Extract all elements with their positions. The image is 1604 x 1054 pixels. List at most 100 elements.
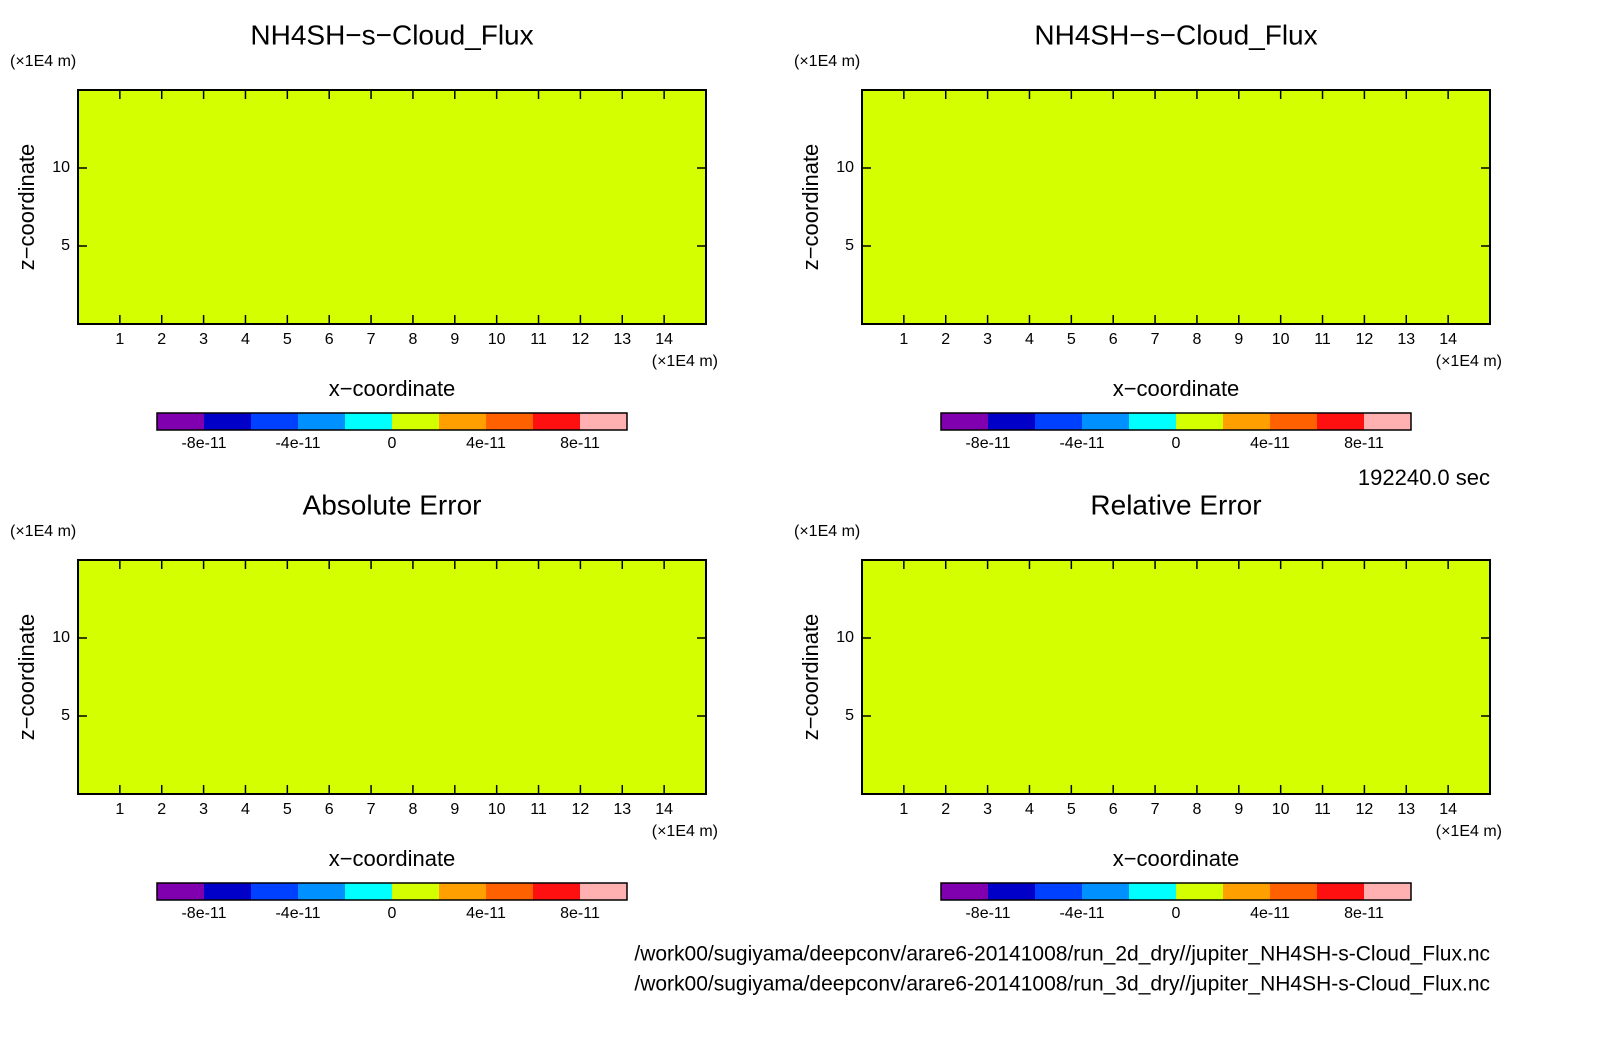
colorbar-tick-label: 4e-11 — [466, 905, 506, 922]
colorbar-cell — [1364, 413, 1411, 430]
x-tick-label: 1 — [899, 801, 908, 818]
colorbar-tick-label: 0 — [388, 905, 397, 922]
field — [862, 560, 1490, 794]
x-tick-label: 7 — [1151, 331, 1160, 348]
colorbar-tick-label: 0 — [388, 435, 397, 452]
x-tick-label: 6 — [1109, 331, 1118, 348]
colorbar-cell — [1035, 883, 1082, 900]
colorbar-tick-label: 0 — [1172, 905, 1181, 922]
x-tick-label: 4 — [241, 801, 250, 818]
colorbar-tick-label: -4e-11 — [275, 435, 320, 452]
y-tick-label: 5 — [845, 707, 854, 724]
y-tick-label: 10 — [52, 629, 70, 646]
x-tick-label: 2 — [157, 331, 166, 348]
colorbar-cell — [580, 883, 627, 900]
colorbar-cell — [1129, 413, 1176, 430]
x-tick-label: 13 — [613, 801, 631, 818]
y-label: z−coordinate — [798, 144, 823, 271]
field — [78, 560, 706, 794]
x-tick-label: 1 — [899, 331, 908, 348]
colorbar-cell — [392, 883, 439, 900]
x-tick-label: 12 — [1356, 801, 1374, 818]
colorbar-tick-label: 0 — [1172, 435, 1181, 452]
y-tick-label: 10 — [836, 159, 854, 176]
x-tick-label: 6 — [325, 801, 334, 818]
x-tick-label: 3 — [199, 801, 208, 818]
colorbar-cell — [1270, 883, 1317, 900]
colorbar-cell — [1176, 413, 1223, 430]
file-path: /work00/sugiyama/deepconv/arare6-2014100… — [634, 943, 1490, 966]
x-tick-label: 14 — [1439, 801, 1457, 818]
colorbar-frame — [940, 412, 1412, 431]
colorbar-cell — [1223, 883, 1270, 900]
colorbar-tick-label: 4e-11 — [466, 435, 506, 452]
x-tick-label: 11 — [1314, 801, 1331, 818]
colorbar-tick-label: 8e-11 — [1344, 435, 1384, 452]
x-tick-label: 11 — [530, 331, 547, 348]
chart-title: Relative Error — [1090, 489, 1261, 520]
x-tick-label: 9 — [1234, 331, 1243, 348]
colorbar-cell — [157, 883, 204, 900]
file-path: /work00/sugiyama/deepconv/arare6-2014100… — [634, 973, 1490, 996]
colorbar-tick-label: 8e-11 — [1344, 905, 1384, 922]
y-label: z−coordinate — [14, 614, 39, 741]
x-tick-label: 10 — [1272, 331, 1290, 348]
x-tick-label: 1 — [115, 801, 124, 818]
x-tick-label: 10 — [1272, 801, 1290, 818]
y-unit: (×1E4 m) — [794, 53, 860, 70]
x-tick-label: 6 — [325, 331, 334, 348]
colorbar-cell — [204, 413, 251, 430]
x-tick-label: 8 — [1192, 801, 1201, 818]
x-tick-label: 2 — [941, 801, 950, 818]
colorbar-cell — [1129, 883, 1176, 900]
x-unit: (×1E4 m) — [1436, 823, 1502, 840]
colorbar-tick-label: 4e-11 — [1250, 905, 1290, 922]
x-tick-label: 3 — [983, 331, 992, 348]
x-tick-label: 5 — [283, 331, 292, 348]
x-tick-label: 10 — [488, 331, 506, 348]
x-tick-label: 14 — [655, 331, 673, 348]
colorbar-cell — [439, 413, 486, 430]
colorbar-tick-label: -8e-11 — [181, 435, 226, 452]
x-tick-label: 8 — [1192, 331, 1201, 348]
colorbar-frame — [940, 882, 1412, 901]
colorbar-tick-label: -8e-11 — [965, 905, 1010, 922]
x-tick-label: 3 — [199, 331, 208, 348]
x-tick-label: 9 — [1234, 801, 1243, 818]
colorbar-cell — [988, 413, 1035, 430]
x-tick-label: 5 — [283, 801, 292, 818]
x-tick-label: 5 — [1067, 801, 1076, 818]
x-tick-label: 14 — [1439, 331, 1457, 348]
colorbar-cell — [204, 883, 251, 900]
x-unit: (×1E4 m) — [652, 823, 718, 840]
x-tick-label: 9 — [450, 331, 459, 348]
x-tick-label: 8 — [408, 801, 417, 818]
colorbar-cell — [1317, 413, 1364, 430]
time-label: 192240.0 sec — [1358, 465, 1490, 490]
colorbar-cell — [988, 883, 1035, 900]
x-tick-label: 13 — [1397, 801, 1415, 818]
x-tick-label: 7 — [1151, 801, 1160, 818]
y-tick-label: 5 — [61, 237, 70, 254]
colorbar-tick-label: -8e-11 — [181, 905, 226, 922]
x-tick-label: 6 — [1109, 801, 1118, 818]
colorbar-cell — [1035, 413, 1082, 430]
x-label: x−coordinate — [1113, 846, 1240, 871]
colorbar-cell — [1176, 883, 1223, 900]
colorbar-tick-label: 8e-11 — [560, 905, 600, 922]
y-unit: (×1E4 m) — [794, 523, 860, 540]
x-tick-label: 13 — [1397, 331, 1415, 348]
colorbar-frame — [156, 882, 628, 901]
x-tick-label: 4 — [1025, 331, 1034, 348]
colorbar-cell — [298, 883, 345, 900]
colorbar-tick-label: -4e-11 — [275, 905, 320, 922]
colorbar-cell — [1223, 413, 1270, 430]
x-tick-label: 13 — [613, 331, 631, 348]
y-tick-label: 5 — [845, 237, 854, 254]
y-unit: (×1E4 m) — [10, 523, 76, 540]
colorbar-tick-label: -4e-11 — [1059, 905, 1104, 922]
colorbar-cell — [941, 413, 988, 430]
x-tick-label: 12 — [572, 801, 590, 818]
colorbar-cell — [392, 413, 439, 430]
